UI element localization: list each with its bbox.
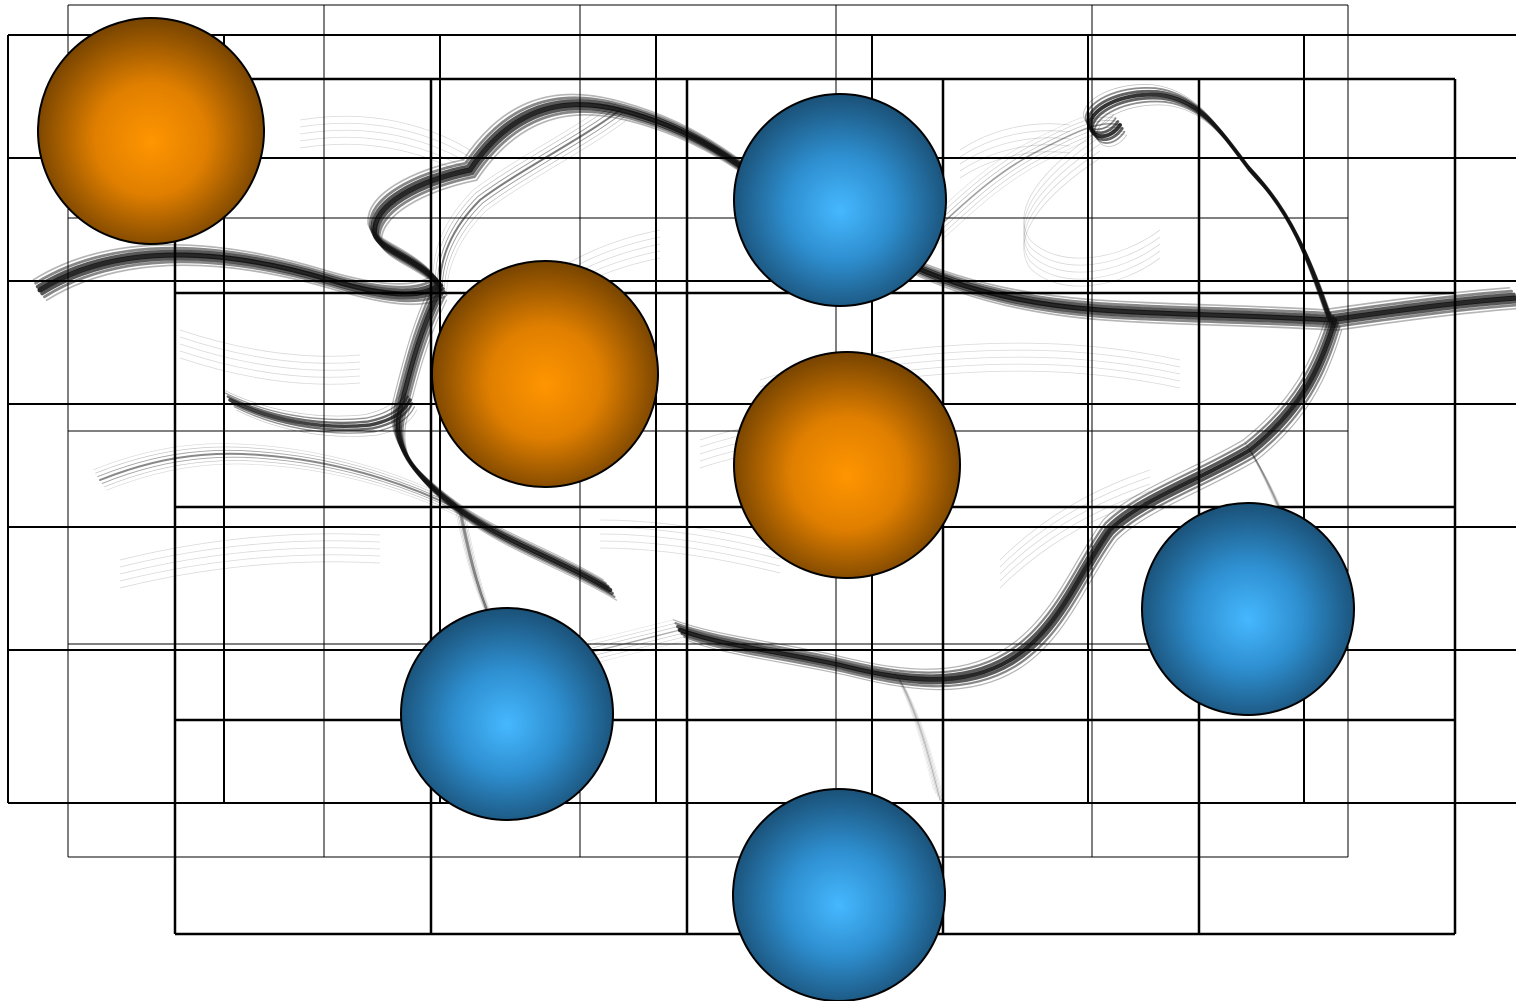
flow-line [398, 291, 614, 596]
flow-line [299, 136, 471, 172]
flow-line [959, 151, 1071, 179]
flow-line [299, 143, 471, 179]
charges [37, 17, 1355, 1001]
flow-line [999, 483, 1151, 575]
flow-line [93, 443, 454, 501]
flow-line [299, 129, 471, 165]
flow-line [906, 133, 1127, 271]
flow-line [893, 669, 934, 791]
flow-line [676, 314, 1335, 678]
flow-line [1023, 143, 1161, 273]
flow-line [1087, 92, 1332, 322]
flow-line [223, 389, 404, 417]
negative-charge [732, 788, 946, 1001]
flow-line [959, 123, 1071, 151]
flow-line [959, 130, 1071, 158]
flow-line [228, 398, 412, 429]
positive-charge [733, 351, 961, 579]
flow-line [999, 497, 1151, 589]
flow-line [106, 463, 467, 521]
flow-line [119, 540, 381, 568]
flow-line [446, 119, 627, 296]
flow-line [959, 144, 1071, 172]
flow-line [179, 357, 361, 385]
flow-line [1023, 136, 1161, 266]
flow-line [179, 329, 361, 357]
flow-line [672, 309, 1330, 670]
flow-line [959, 137, 1071, 165]
flow-line [1093, 100, 1336, 328]
flow-line [439, 109, 621, 286]
flow-line [683, 325, 1341, 688]
flow-line [179, 343, 361, 371]
flow-line [680, 321, 1339, 685]
flow-line [895, 672, 936, 794]
flow-line [119, 547, 381, 575]
flow-line [999, 476, 1151, 568]
flow-line [95, 446, 456, 504]
flow-line [299, 122, 471, 158]
flow-line [1023, 150, 1161, 280]
flow-line [226, 395, 409, 425]
flow-line [1090, 96, 1334, 325]
flow-line [899, 679, 941, 801]
flow-line [444, 116, 625, 293]
flow-line [97, 449, 459, 508]
flow-line [433, 99, 614, 276]
flow-line [999, 490, 1151, 582]
flow-line [34, 96, 1513, 315]
flow-line [674, 312, 1332, 674]
flow-line [904, 686, 945, 808]
flow-line [1023, 157, 1161, 287]
flow-line [32, 93, 1511, 311]
flow-line [401, 295, 616, 598]
negative-charge [733, 93, 947, 307]
positive-charge [37, 17, 265, 245]
flow-line [599, 547, 781, 574]
flow-line [236, 409, 417, 437]
flow-line [35, 99, 1516, 319]
flow-line [43, 110, 1516, 329]
flow-line [101, 456, 463, 514]
flow-line [1086, 89, 1330, 319]
flow-line [404, 299, 618, 601]
flow-line [233, 406, 416, 434]
flow-line [299, 115, 471, 151]
flow-line [677, 317, 1338, 682]
flow-line [441, 112, 623, 289]
flow-line [179, 350, 361, 378]
flow-line [599, 540, 781, 567]
flow-line [119, 561, 381, 589]
flow-line [1096, 104, 1337, 331]
flow-line [179, 336, 361, 364]
flow-line [599, 533, 781, 560]
flow-line [119, 533, 381, 561]
flow-line [104, 460, 465, 518]
flow-line [45, 113, 1516, 332]
flow-line [685, 329, 1343, 691]
flow-line [901, 683, 943, 804]
flow-line [437, 106, 619, 283]
flow-line [435, 102, 616, 279]
flow-line [231, 402, 414, 431]
positive-charge [431, 260, 659, 488]
flow-line [99, 452, 461, 511]
flow-line [1023, 129, 1161, 259]
negative-charge [400, 607, 614, 821]
flow-line [897, 676, 939, 797]
negative-charge [1141, 502, 1355, 716]
flow-line [119, 554, 381, 582]
